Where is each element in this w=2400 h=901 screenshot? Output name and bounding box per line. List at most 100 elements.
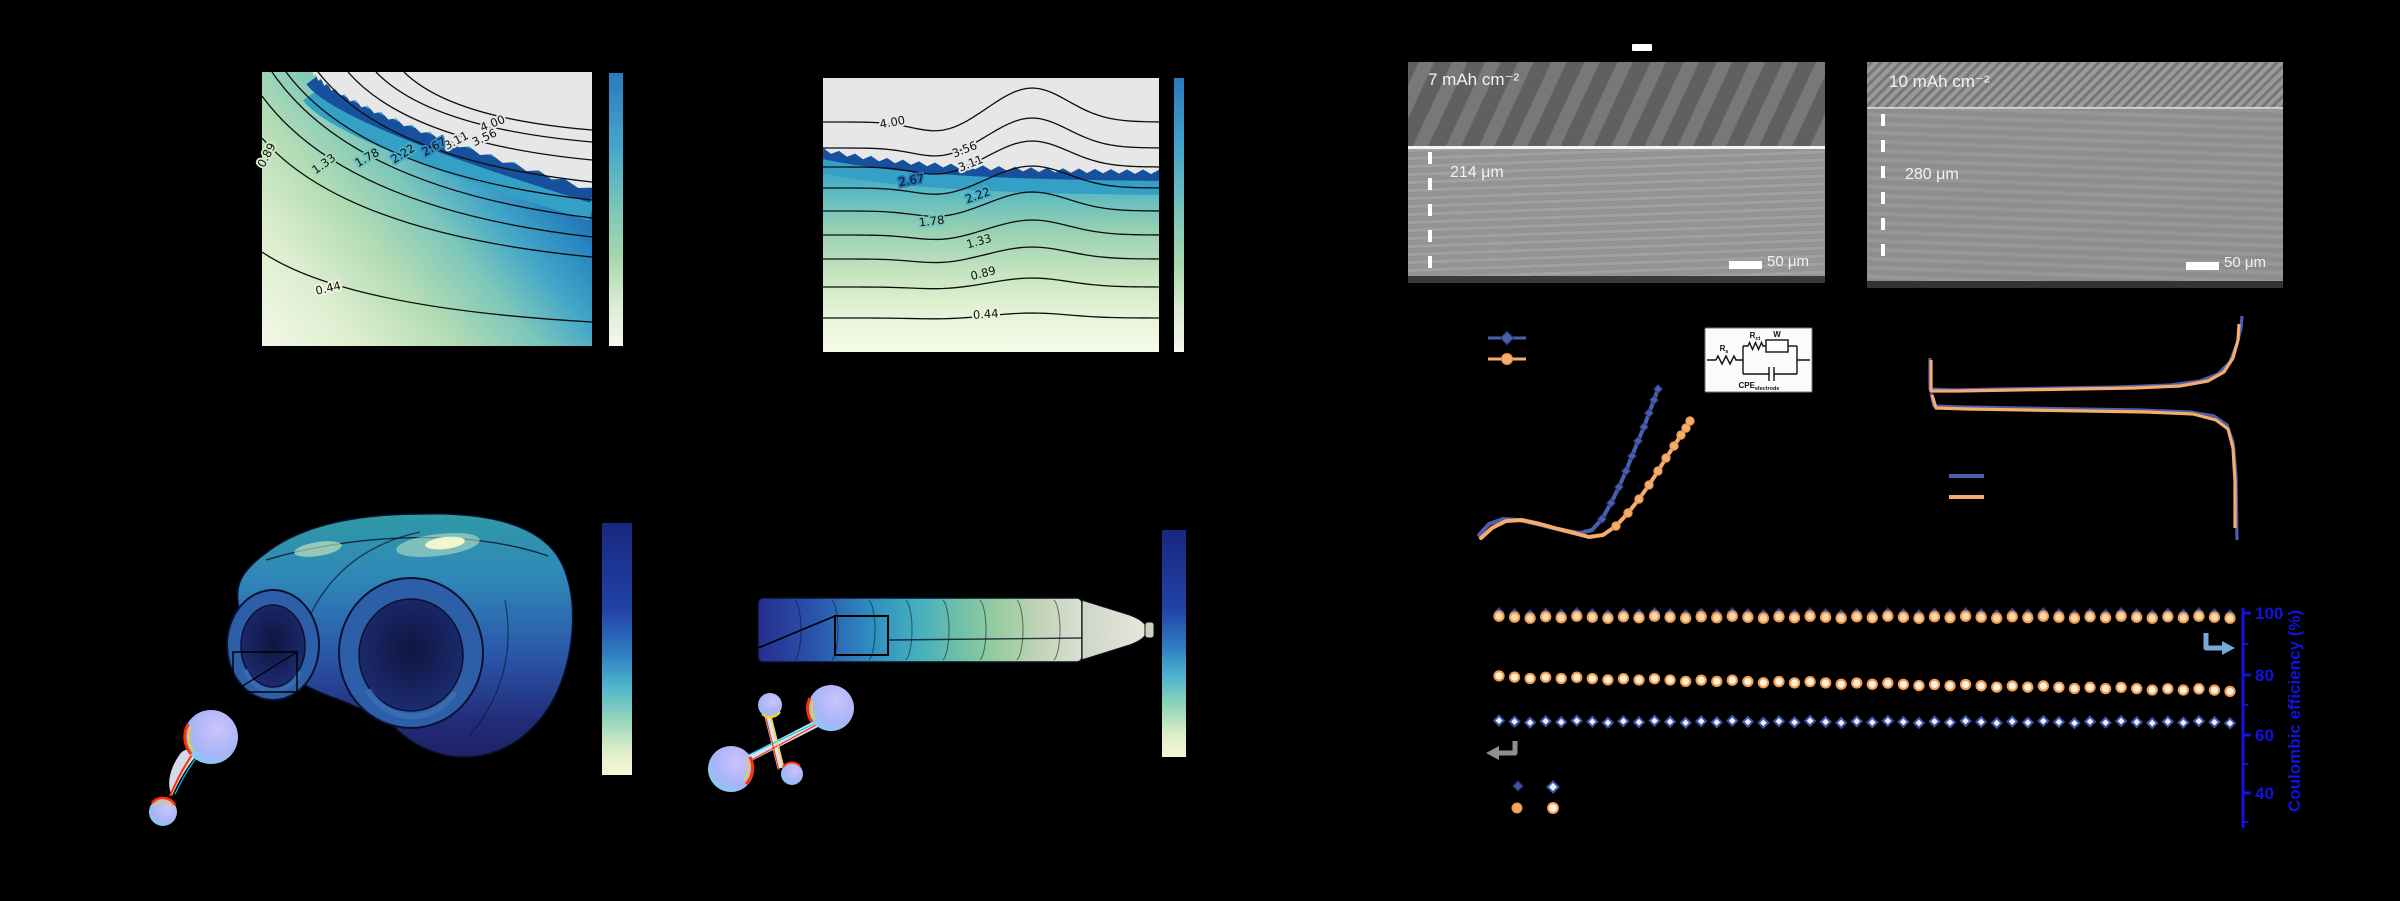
cycling-dot [1866, 612, 1878, 624]
colorbar-contour-b [1174, 78, 1184, 352]
cycling-dot [1819, 677, 1832, 689]
sem-bottom-strip [1867, 281, 2283, 288]
sem-top-surface [1408, 62, 1825, 147]
cycling-dot [2022, 681, 2034, 693]
microstructure-inset-left [149, 710, 238, 826]
eis-marker [1634, 494, 1644, 504]
voltage-curve [1930, 394, 2237, 528]
cutaway-diagonal [232, 651, 298, 693]
contour-label: 2.67 [897, 171, 925, 189]
cycling-dot [1648, 714, 1661, 727]
microstructure-inset-right [708, 685, 854, 792]
contour-line [823, 87, 1159, 132]
circuit-label-rs: Rs [1720, 344, 1729, 355]
cycling-dot [2006, 611, 2018, 623]
eis-marker [1653, 466, 1663, 476]
cycling-dot [1540, 611, 1552, 623]
cycling-dot [1711, 612, 1723, 624]
cycling-dot [1508, 671, 1521, 683]
masked-region [823, 78, 1159, 175]
colorbar-contour-a [609, 73, 623, 346]
legend-marker-circle [1501, 353, 1513, 365]
eis-marker [1621, 466, 1631, 476]
cycling-dot [2177, 684, 2189, 696]
cycling-dot [1897, 678, 1910, 691]
cycling-dot [1928, 678, 1941, 691]
eis-marker [1653, 384, 1663, 394]
cycling-dot [2131, 683, 2143, 695]
contour-line [823, 140, 1159, 175]
seam-line [469, 599, 509, 736]
contour-line [317, 72, 592, 183]
cycling-dot [1897, 715, 1910, 729]
cycling-dot [1742, 611, 1754, 623]
cycling-dot [1772, 715, 1786, 728]
cycling-dot [2084, 681, 2096, 693]
legend-filled-circle [1511, 802, 1523, 814]
cycling-dot [2146, 612, 2158, 624]
cycling-dot [1493, 670, 1505, 682]
sem-capacity-label: 7 mAh cm⁻² [1428, 70, 1520, 89]
sem-electrode-body [1408, 149, 1825, 276]
cycling-dot [2162, 611, 2174, 623]
cycling-dot [2037, 680, 2050, 692]
cutaway-outline [834, 615, 889, 656]
cycling-dot [2192, 714, 2206, 728]
eis-marker [1606, 498, 1616, 508]
cycling-dot [1617, 714, 1630, 728]
contour-line [823, 191, 1159, 217]
cycling-dot [1943, 716, 1957, 729]
cycling-dot [2037, 610, 2050, 622]
highlight [294, 541, 342, 557]
contour-label: 4.00 [878, 113, 906, 131]
3d-cylindrical-cell [708, 530, 1186, 792]
thickness-dashed-line [1428, 152, 1432, 270]
cycling-dot [1570, 714, 1583, 727]
contour-line [823, 165, 1159, 195]
cone-tip [1081, 599, 1148, 661]
sem-capacity-label: 10 mAh cm⁻² [1889, 72, 1990, 91]
cycling-dot [2161, 715, 2175, 728]
cycling-dot [1835, 612, 1847, 624]
ce-tick-100: 100 [2255, 604, 2283, 623]
eis-marker [1661, 453, 1671, 463]
cycling-dot [2224, 685, 2236, 698]
cycling-dot [1710, 716, 1723, 729]
voltage-curve [1928, 315, 2244, 392]
cycling-dot [1679, 675, 1692, 687]
cycling-dot [1742, 675, 1754, 688]
cycling-dot [1726, 714, 1739, 728]
left-axis-arrow [1486, 741, 1518, 760]
cycling-dot [2053, 681, 2065, 693]
cycling-dot [1695, 674, 1707, 686]
cycling-dot [1897, 611, 1910, 623]
ce-tick-40: 40 [2255, 784, 2274, 803]
cycling-dot [1850, 715, 1863, 728]
cycling-dot [1571, 671, 1583, 683]
cycling-dot [2193, 683, 2205, 695]
scale-bar-label: 50 μm [1767, 253, 1809, 270]
cycling-dot [1648, 610, 1661, 622]
cycling-dot [2146, 684, 2158, 696]
eis-marker [1685, 416, 1695, 426]
cycling-dot [1959, 714, 1972, 728]
cycling-dot [1866, 678, 1878, 690]
cycling-dot [1711, 675, 1723, 688]
contour-label: 0.44 [972, 306, 999, 322]
cycling-dot [2083, 715, 2097, 728]
scale-bar [1729, 261, 1762, 269]
circuit-label-rct: Rct [1750, 331, 1761, 342]
cycling-dot [1602, 612, 1614, 624]
cycling-dot [2099, 612, 2112, 624]
thickness-value: 280 μm [1905, 166, 1959, 183]
cycling-dot [1851, 677, 1863, 689]
voltage-profile-plot [1928, 315, 2244, 541]
cell-body [757, 597, 1083, 663]
cycling-dot [2068, 716, 2081, 730]
cycling-dot [2068, 612, 2081, 624]
cycling-dot [1803, 714, 1817, 728]
cycling-dot [1819, 715, 1832, 729]
eis-marker [1614, 482, 1624, 492]
cycling-dot [2177, 716, 2190, 729]
